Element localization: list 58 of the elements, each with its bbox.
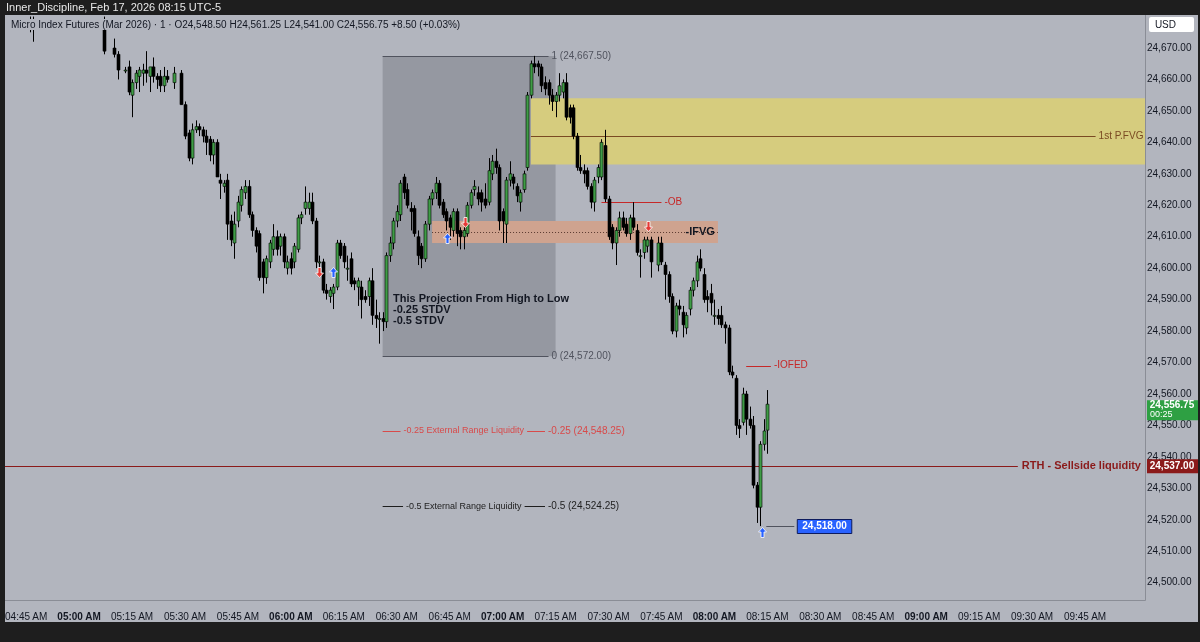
ref-line-label: -0.5 (24,524.25) <box>548 500 620 512</box>
y-tick-label: 24,600.00 <box>1147 261 1192 273</box>
x-tick-label: 07:15 AM <box>534 610 577 622</box>
y-tick-label: 24,650.00 <box>1147 104 1192 116</box>
x-tick-label: 06:45 AM <box>428 610 471 622</box>
y-tick-label: 24,570.00 <box>1147 356 1192 368</box>
x-tick-label: 09:45 AM <box>1063 610 1107 622</box>
annotation: This Projection From High to Low -0.25 STDV -0.5 STDV <box>393 291 570 326</box>
x-tick-label: 09:00 AM <box>904 610 948 622</box>
x-tick-label: 08:30 AM <box>799 610 842 622</box>
y-tick-label: 24,560.00 <box>1147 387 1192 399</box>
x-tick-label: 05:45 AM <box>216 610 260 622</box>
annotation: -0.25 External Range Liquidity <box>403 425 525 436</box>
y-tick-label: 24,620.00 <box>1147 199 1192 211</box>
annotation: 24,518.00 <box>802 520 848 532</box>
ref-line-label: -0.25 (24,548.25) <box>548 424 625 436</box>
y-tick-label: 24,520.00 <box>1147 513 1192 525</box>
x-tick-label: 07:30 AM <box>587 610 630 622</box>
x-tick-label: 06:00 AM <box>269 610 313 622</box>
y-tick-label: 24,580.00 <box>1147 324 1192 336</box>
y-tick-label: 24,640.00 <box>1147 136 1192 148</box>
y-tick-label: 24,550.00 <box>1147 419 1192 431</box>
x-tick-label: 07:00 AM <box>480 610 525 622</box>
text: 24,556.75 <box>1149 398 1195 410</box>
x-tick-label: 06:30 AM <box>375 610 418 622</box>
x-tick-label: 08:15 AM <box>746 610 789 622</box>
chart-title: Inner_Discipline, Feb 17, 2026 08:15 UTC-5 <box>6 1 222 13</box>
text: USD <box>1148 17 1194 32</box>
y-tick-label: 24,530.00 <box>1147 482 1192 494</box>
y-tick-label: 24,670.00 <box>1147 41 1192 53</box>
x-tick-label: 07:45 AM <box>640 610 683 622</box>
ref-line-label: RTH - Sellside liquidity <box>1021 459 1142 472</box>
text: 00:25 <box>1150 408 1173 419</box>
y-tick-label: 24,510.00 <box>1147 545 1192 556</box>
y-tick-label: 24,630.00 <box>1147 167 1192 179</box>
ref-line-label: 0 (24,572.00) <box>551 350 612 361</box>
x-tick-label: 09:15 AM <box>957 610 1001 622</box>
text: 24,537.00 <box>1149 460 1195 472</box>
x-tick-label: 09:30 AM <box>1010 610 1054 622</box>
y-tick-label: 24,590.00 <box>1147 293 1192 305</box>
y-tick-label: 24,540.00 <box>1147 450 1192 462</box>
annotation: -0.5 External Range Liquidity <box>406 500 523 511</box>
y-tick-label: 24,500.00 <box>1147 576 1192 588</box>
y-tick-label: 24,610.00 <box>1147 230 1192 242</box>
x-tick-label: 08:00 AM <box>692 610 737 622</box>
x-tick-label: 05:15 AM <box>110 610 154 622</box>
y-tick-label: 24,660.00 <box>1147 73 1192 85</box>
ref-line-label: -OB <box>664 195 683 207</box>
x-tick-label: 05:00 AM <box>57 610 101 622</box>
ref-line-label: -IOFED <box>773 359 808 371</box>
ref-line-label: 1st P.FVG <box>1098 129 1144 141</box>
x-tick-label: 05:30 AM <box>163 610 207 622</box>
ref-line-label: 1 (24,667.50) <box>551 49 612 61</box>
band-label: -IFVG <box>685 225 715 238</box>
x-tick-label: 06:15 AM <box>322 610 365 622</box>
x-tick-label: 04:45 AM <box>5 610 48 622</box>
chart-subtitle: Micro Index Futures (Mar 2026) · 1 · O24,548.50 H24,561.25 L24,541.00 C24,556.75 +8.50 (+0.03%) <box>9 19 463 30</box>
x-tick-label: 08:45 AM <box>852 610 895 622</box>
